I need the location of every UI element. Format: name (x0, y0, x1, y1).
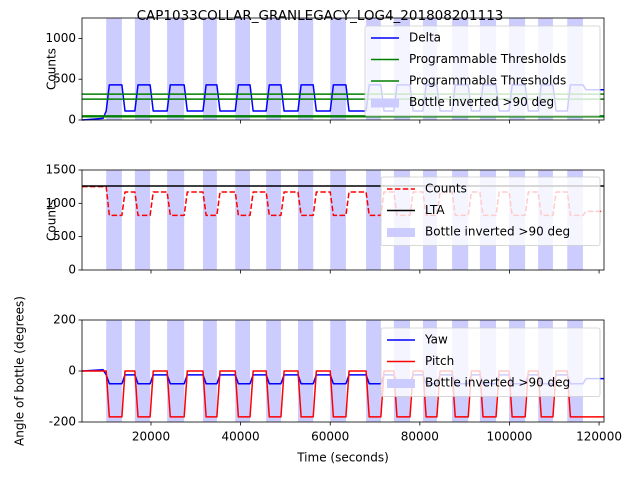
inverted-band (330, 170, 346, 270)
x-tick-label: 40000 (222, 430, 260, 444)
inverted-band (266, 320, 281, 422)
x-tick-label: 60000 (311, 430, 349, 444)
legend-box (380, 327, 601, 397)
inverted-band (235, 320, 251, 422)
inverted-band (330, 320, 346, 422)
y-tick-label: -200 (49, 415, 76, 429)
legend-patch (387, 379, 415, 388)
chart-title: CAP1033COLLAR_GRANLEGACY_LOG4_2018082011… (137, 8, 504, 24)
legend: Delta Programmable Thresholds Programmable… (364, 25, 601, 117)
inverted-band (106, 170, 122, 270)
legend-label: Yaw (424, 333, 448, 347)
inverted-band (167, 18, 185, 120)
y-tick-label: 0 (68, 263, 76, 277)
inverted-band (106, 320, 122, 422)
x-tick-label: 120000 (576, 430, 622, 444)
axes-frame (81, 169, 605, 271)
legend-box (364, 25, 601, 117)
inverted-band (202, 170, 217, 270)
inverted-band (202, 320, 217, 422)
inverted-band (167, 170, 185, 270)
inverted-band (134, 320, 151, 422)
inverted-band (366, 320, 381, 422)
legend-label: LTA (425, 203, 445, 217)
y-tick-label: 0 (68, 113, 76, 127)
axes-frame (81, 17, 605, 121)
inverted-band (266, 18, 281, 120)
legend-label: Bottle inverted >90 deg (409, 95, 554, 109)
inverted-band (235, 170, 251, 270)
legend-label: Programmable Thresholds (409, 52, 566, 66)
legend-box (380, 176, 601, 246)
inverted-band (106, 18, 122, 120)
inverted-band (330, 18, 346, 120)
x-tick-label: 100000 (487, 430, 533, 444)
y-axis-label: Angle of bottle (degrees) (13, 296, 27, 446)
legend-patch (387, 228, 415, 237)
legend-label: Delta (409, 31, 441, 45)
y-tick-label: 0 (68, 364, 76, 378)
y-tick-label: 1000 (45, 196, 76, 210)
y-tick-label: 200 (53, 313, 76, 327)
inverted-band (297, 320, 314, 422)
inverted-band (297, 18, 314, 120)
x-tick-label: 80000 (401, 430, 439, 444)
inverted-band (297, 170, 314, 270)
y-tick-label: 500 (53, 72, 76, 86)
legend-label: Bottle inverted >90 deg (425, 225, 570, 239)
inverted-band (366, 170, 381, 270)
inverted-band (202, 18, 217, 120)
x-axis-label: Time (seconds) (296, 451, 389, 465)
inverted-band (134, 170, 151, 270)
y-tick-label: 1000 (45, 31, 76, 45)
inverted-band (235, 18, 251, 120)
legend-label: Counts (425, 182, 467, 196)
y-axis-label: Counts (45, 48, 59, 90)
legend-label: Bottle inverted >90 deg (425, 376, 570, 390)
y-axis-label: Counts (45, 199, 59, 241)
y-tick-label: 500 (53, 229, 76, 243)
y-tick-label: 1500 (45, 163, 76, 177)
series-line (82, 370, 604, 418)
x-tick-label: 20000 (132, 430, 170, 444)
inverted-band (266, 170, 281, 270)
legend: Counts LTA Bottle inverted >90 deg (380, 176, 601, 246)
legend-patch (371, 98, 399, 108)
inverted-band (167, 320, 185, 422)
legend-label: Programmable Thresholds (409, 74, 566, 88)
legend-label: Pitch (425, 354, 454, 368)
inverted-band (134, 18, 151, 120)
legend: Yaw Pitch Bottle inverted >90 deg (380, 327, 601, 397)
